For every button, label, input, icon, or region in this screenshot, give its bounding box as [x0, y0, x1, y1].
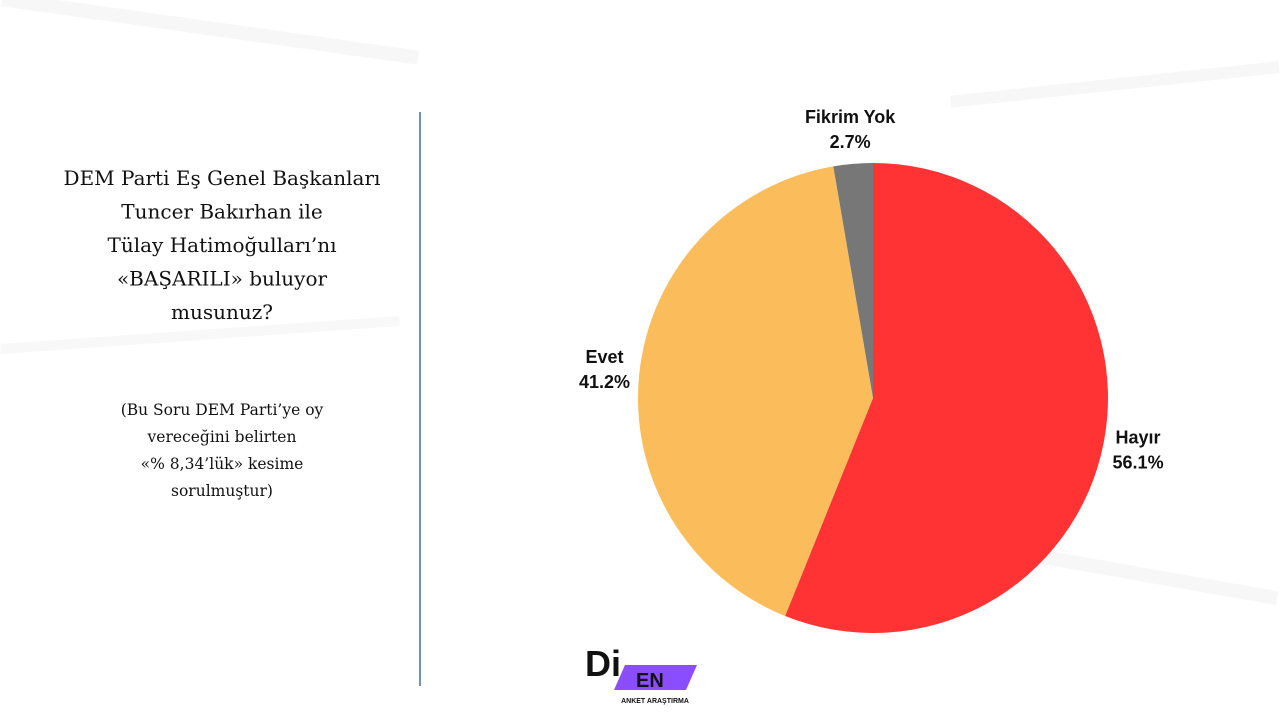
pie-slice	[833, 163, 873, 398]
question-line: musunuz?	[171, 300, 273, 324]
pie-slice	[785, 163, 1108, 633]
pie-slice	[637, 166, 873, 616]
note-line: sorulmuştur)	[171, 482, 273, 500]
streak	[0, 316, 400, 354]
logo-mark: Di	[585, 643, 621, 684]
slice-category: Fikrim Yok	[805, 107, 896, 127]
question: DEM Parti Eş Genel Başkanları Tuncer Bakı…	[64, 166, 381, 500]
slice-value: 41.2%	[579, 372, 630, 392]
background-streaks	[0, 0, 1280, 605]
slice-value: 2.7%	[830, 132, 871, 152]
question-line: Tuncer Bakırhan ile	[121, 200, 322, 224]
slice-value: 56.1%	[1113, 452, 1164, 472]
logo-subtitle: ANKET ARAŞTIRMA	[621, 698, 689, 705]
question-line: «BAŞARILI» buluyor	[117, 267, 328, 291]
note-line: vereceğini belirten	[147, 428, 297, 446]
pie-chart: Hayır 56.1% Evet 41.2% Fikrim Yok 2.7%	[579, 107, 1164, 633]
streak	[950, 61, 1280, 108]
slice-category: Evet	[586, 347, 624, 367]
logo: Di EN ANKET ARAŞTIRMA	[585, 643, 697, 705]
logo-badge-bg	[614, 665, 697, 690]
question-line: Tülay Hatimoğulları’nı	[108, 233, 337, 257]
logo-badge: EN	[636, 670, 664, 692]
question-line: DEM Parti Eş Genel Başkanları	[64, 166, 381, 190]
slice-category: Hayır	[1116, 427, 1161, 447]
note-line: «% 8,34’lük» kesime	[141, 455, 304, 473]
streak	[1000, 542, 1279, 606]
note-line: (Bu Soru DEM Parti’ye oy	[121, 401, 324, 419]
streak	[0, 0, 419, 65]
